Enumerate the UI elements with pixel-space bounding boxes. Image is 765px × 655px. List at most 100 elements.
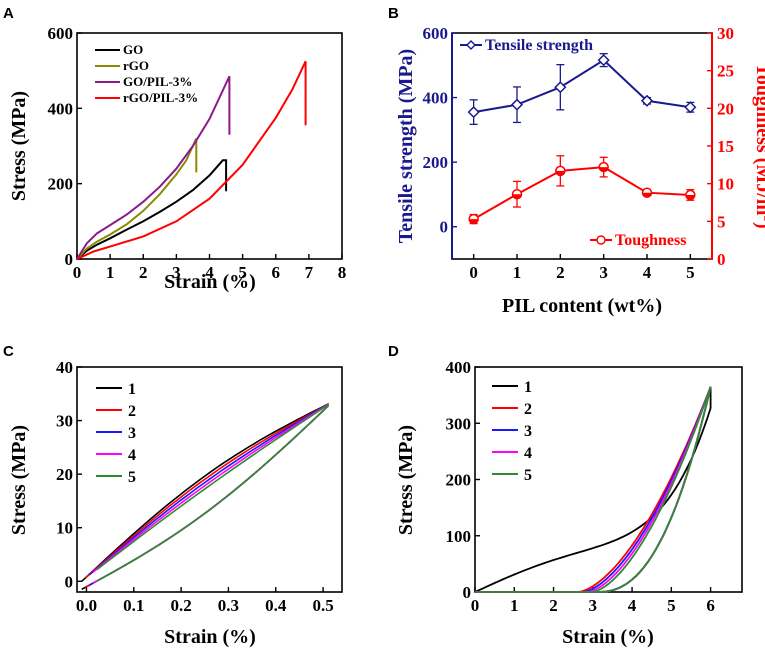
- b-ytick-label: 0: [440, 218, 449, 237]
- ylabel-b-right: Toughness (MJ/m3): [752, 63, 765, 228]
- d-legend-label: 1: [524, 379, 532, 396]
- a-series-line: [76, 138, 198, 260]
- a-xtick-label: 4: [205, 263, 214, 282]
- b-xtick-label: 0: [469, 263, 478, 282]
- d-legend-label: 4: [524, 445, 532, 462]
- b-point-circle-fill: [642, 192, 652, 198]
- b-xtick-label: 5: [686, 263, 695, 282]
- a-xtick-label: 7: [305, 263, 314, 282]
- b-point-circle-fill: [685, 194, 695, 200]
- d-xtick-label: 3: [589, 596, 598, 615]
- c-ytick-label: 40: [56, 358, 73, 377]
- b-ytick-label: 400: [423, 89, 449, 108]
- b-xtick-label: 4: [643, 263, 652, 282]
- b-legend-label: Toughness: [615, 232, 686, 249]
- d-xtick-label: 6: [706, 596, 715, 615]
- d-ytick-label: 200: [446, 471, 472, 490]
- xlabel-c: Strain (%): [164, 626, 256, 648]
- a-xtick-label: 1: [106, 263, 115, 282]
- d-xtick-label: 2: [549, 596, 558, 615]
- d-ytick-label: 0: [463, 583, 472, 602]
- a-legend-label: GO/PIL-3%: [123, 74, 192, 89]
- b-legend-label: Tensile strength: [485, 37, 593, 54]
- d-xtick-label: 4: [628, 596, 637, 615]
- panel-label-a: A: [3, 5, 14, 22]
- c-series-loop: [88, 403, 329, 586]
- frame-c: [76, 366, 343, 593]
- b-ytick-right-label: 20: [717, 99, 734, 118]
- d-ytick-label: 100: [446, 527, 472, 546]
- d-series-loop: [475, 386, 712, 593]
- d-xtick-label: 5: [667, 596, 676, 615]
- b-point-diamond: [467, 106, 480, 119]
- ylabel-d: Stress (MPa): [395, 425, 417, 535]
- c-ytick-label: 30: [56, 412, 73, 431]
- a-legend-label: rGO: [123, 58, 149, 73]
- frame-b: [451, 32, 713, 260]
- a-series-line: [76, 75, 231, 260]
- a-xtick-label: 5: [238, 263, 247, 282]
- xlabel-a: Strain (%): [164, 271, 256, 293]
- d-legend-label: 2: [524, 401, 532, 418]
- a-ytick-label: 600: [48, 24, 74, 43]
- d-legend-label: 5: [524, 467, 532, 484]
- c-ytick-label: 10: [56, 519, 73, 538]
- b-xtick-label: 1: [513, 263, 522, 282]
- c-legend-label: 4: [128, 447, 136, 464]
- b-ytick-right-label: 10: [717, 175, 734, 194]
- a-ytick-label: 400: [48, 99, 74, 118]
- b-point-circle-fill: [555, 170, 565, 176]
- frame-d: [474, 366, 743, 593]
- a-xtick-label: 2: [139, 263, 148, 282]
- ylabel-c: Stress (MPa): [8, 425, 30, 535]
- a-xtick-label: 8: [338, 263, 347, 282]
- panel-label-d: D: [388, 343, 399, 360]
- c-ytick-label: 0: [65, 572, 74, 591]
- d-series-loop: [474, 386, 712, 593]
- c-xtick-label: 0.2: [170, 596, 191, 615]
- a-xtick-label: 0: [73, 263, 82, 282]
- a-ytick-label: 0: [65, 250, 74, 269]
- c-series-loop: [96, 403, 329, 582]
- b-point-circle-fill: [512, 194, 522, 199]
- c-xtick-label: 0.5: [312, 596, 333, 615]
- c-legend-label: 2: [128, 403, 136, 420]
- a-xtick-label: 3: [172, 263, 181, 282]
- b-point-diamond: [684, 101, 697, 114]
- c-legend-label: 1: [128, 381, 136, 398]
- b-xtick-label: 2: [556, 263, 565, 282]
- b-xtick-label: 3: [599, 263, 608, 282]
- b-ytick-right-label: 30: [717, 24, 734, 43]
- d-ytick-label: 400: [446, 358, 472, 377]
- b-point-circle-fill: [599, 167, 609, 172]
- b-point-diamond: [554, 81, 567, 94]
- a-series-line: [76, 60, 307, 260]
- d-xtick-label: 1: [510, 596, 519, 615]
- c-xtick-label: 0.1: [123, 596, 144, 615]
- b-ytick-label: 600: [423, 24, 449, 43]
- b-legend-marker: [466, 40, 476, 50]
- c-xtick-label: 0.0: [76, 596, 97, 615]
- b-point-diamond: [597, 54, 610, 67]
- c-ytick-label: 20: [56, 465, 73, 484]
- a-ytick-label: 200: [48, 175, 74, 194]
- c-xtick-label: 0.4: [265, 596, 287, 615]
- panel-label-b: B: [388, 5, 399, 22]
- d-xtick-label: 0: [471, 596, 480, 615]
- d-legend-label: 3: [524, 423, 532, 440]
- a-xtick-label: 6: [272, 263, 281, 282]
- b-point-diamond: [510, 98, 524, 111]
- b-point-diamond: [640, 94, 654, 107]
- b-ytick-right-label: 0: [717, 250, 726, 269]
- b-legend-marker: [596, 235, 606, 245]
- d-ytick-label: 300: [446, 414, 472, 433]
- b-ytick-right-label: 5: [717, 212, 726, 231]
- c-xtick-label: 0.3: [218, 596, 239, 615]
- xlabel-d: Strain (%): [562, 626, 654, 648]
- c-legend-label: 5: [128, 469, 136, 486]
- b-series-line: [473, 58, 691, 114]
- a-legend-label: GO: [123, 42, 143, 57]
- a-legend-label: rGO/PIL-3%: [123, 90, 198, 105]
- xlabel-b: PIL content (wt%): [502, 295, 662, 317]
